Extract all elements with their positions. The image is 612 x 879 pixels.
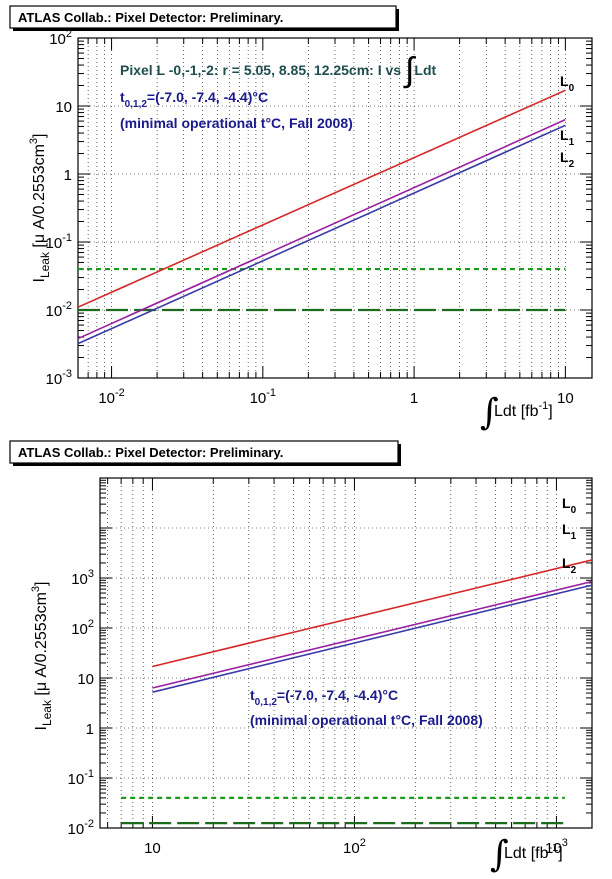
x-axis-label: ∫Ldt [fb-1]	[480, 392, 553, 433]
integral-icon: ∫	[480, 392, 499, 433]
series-line-L2	[77, 124, 566, 345]
series-line-L0	[152, 559, 593, 668]
annotation-temperature: t0,1,2=(-7.0, -7.4, -4.4)°C	[250, 687, 398, 708]
chart-title: ATLAS Collab.: Pixel Detector: Prelimina…	[18, 10, 283, 25]
chart-title: ATLAS Collab.: Pixel Detector: Prelimina…	[18, 445, 283, 460]
x-axis-label-text: Ldt [fb-1]	[504, 842, 563, 862]
series-label-L1: L1	[560, 127, 575, 148]
y-tick-label: 1	[64, 167, 72, 184]
y-axis-label: ILeak [μ A/0.2553cm3]	[30, 582, 54, 731]
y-tick-label: 10-2	[68, 818, 94, 838]
chart-2: ATLAS Collab.: Pixel Detector: Prelimina…	[9, 440, 593, 875]
series-label-L0: L0	[562, 495, 577, 516]
title-box	[9, 5, 397, 29]
title-box	[9, 440, 399, 464]
y-tick-label: 102	[49, 28, 72, 48]
x-tick-label: 1	[410, 390, 418, 407]
series-line-L0	[77, 89, 566, 308]
x-axis-label: ∫Ldt [fb-1]	[490, 834, 563, 875]
plot-frame	[99, 477, 593, 829]
integral-icon: ∫	[490, 834, 509, 875]
y-tick-label: 103	[71, 568, 94, 588]
y-tick-label: 10	[77, 671, 94, 688]
x-tick-label: 10-1	[250, 387, 276, 407]
x-tick-label: 10	[557, 390, 574, 407]
annotation-temperature: t0,1,2=(-7.0, -7.4, -4.4)°C	[120, 89, 268, 110]
y-tick-label: 10-1	[46, 232, 72, 252]
annotation-line-1: Pixel L -0,-1,-2: r = 5.05, 8.85, 12.25c…	[120, 51, 437, 89]
series-label-L0: L0	[560, 73, 575, 94]
x-axis-label-text: Ldt [fb-1]	[494, 400, 553, 420]
y-tick-label: 102	[71, 618, 94, 638]
x-tick-label: 102	[343, 837, 366, 857]
series-label-L1: L1	[562, 521, 577, 542]
series-label-L2: L2	[560, 149, 575, 170]
series-line-L1	[77, 118, 566, 340]
series-line-L1	[152, 580, 593, 689]
annotation-line-3: (minimal operational t°C, Fall 2008)	[250, 712, 483, 728]
y-tick-label: 10	[55, 99, 72, 116]
x-tick-label: 10	[144, 840, 161, 857]
series-label-L2: L2	[562, 555, 577, 576]
x-tick-label: 10-2	[98, 387, 124, 407]
x-tick-label: 103	[545, 837, 568, 857]
annotation-line-3: (minimal operational t°C, Fall 2008)	[120, 115, 353, 131]
y-tick-label: 1	[86, 721, 94, 738]
y-tick-label: 10-2	[46, 300, 72, 320]
y-tick-label: 10-3	[46, 368, 72, 388]
grid	[77, 37, 592, 379]
series-line-L2	[152, 584, 593, 693]
chart-1: ATLAS Collab.: Pixel Detector: Prelimina…	[9, 5, 593, 433]
y-axis-label: ILeak [μ A/0.2553cm3]	[28, 134, 52, 283]
y-tick-label: 10-1	[68, 768, 94, 788]
grid	[100, 477, 592, 829]
